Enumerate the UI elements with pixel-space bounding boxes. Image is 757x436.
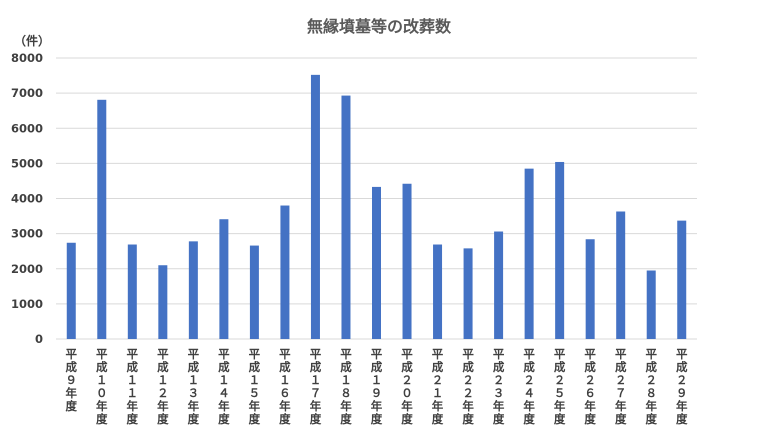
y-tick-label: 3000: [11, 227, 43, 241]
bar: [463, 248, 473, 339]
bar: [188, 241, 198, 339]
bar: [280, 205, 290, 339]
x-tick-label: 平成２１年度: [432, 347, 444, 426]
x-tick-label: 平成２０年度: [401, 347, 413, 426]
bar: [97, 99, 107, 339]
x-tick-label: 平成１０年度: [96, 347, 108, 426]
y-axis-ticks: 0 1000 2000 3000 4000 5000 6000 7000 8000: [11, 51, 43, 346]
y-tick-label: 0: [35, 332, 43, 346]
x-tick-label: 平成２６年度: [584, 347, 596, 426]
bar: [433, 244, 443, 339]
y-unit-label: （件）: [14, 33, 50, 48]
x-tick-label: 平成２３年度: [493, 347, 505, 426]
x-tick-label: 平成１９年度: [371, 347, 383, 426]
bar: [524, 168, 534, 339]
x-tick-label: 平成１７年度: [310, 347, 322, 426]
y-tick-label: 4000: [11, 192, 43, 206]
x-tick-label: 平成１８年度: [340, 347, 352, 426]
bar: [127, 244, 137, 339]
x-tick-label: 平成２８年度: [645, 347, 657, 426]
x-axis-ticks: 平成９年度 平成１０年度 平成１１年度 平成１２年度 平成１３年度 平成１４年度 平成１５年…: [66, 347, 688, 426]
y-tick-label: 2000: [11, 262, 43, 276]
y-tick-label: 5000: [11, 156, 43, 170]
x-tick-label: 平成２５年度: [554, 347, 566, 426]
bar: [372, 186, 381, 339]
chart-title: 無縁墳墓等の改葬数: [307, 17, 452, 36]
bar: [219, 219, 229, 339]
x-tick-label: 平成２９年度: [676, 347, 688, 426]
bar: [66, 242, 76, 339]
bar: [585, 239, 595, 339]
bar: [616, 211, 626, 339]
bar: [402, 183, 412, 339]
x-tick-label: 平成２４年度: [523, 347, 535, 426]
x-tick-label: 平成１１年度: [127, 347, 139, 426]
x-tick-label: 平成１２年度: [157, 347, 169, 426]
bar: [494, 231, 504, 339]
x-tick-label: 平成１６年度: [279, 347, 291, 426]
bar: [249, 245, 259, 339]
x-tick-label: 平成９年度: [66, 347, 78, 413]
bar: [677, 220, 687, 339]
bar: [341, 95, 351, 340]
x-tick-label: 平成２７年度: [615, 347, 627, 426]
x-tick-label: 平成２２年度: [462, 347, 474, 426]
x-tick-label: 平成１３年度: [188, 347, 200, 426]
y-tick-label: 8000: [11, 51, 43, 65]
bar: [646, 270, 656, 339]
x-tick-label: 平成１５年度: [249, 347, 261, 426]
bars: [66, 74, 687, 340]
bar: [555, 161, 565, 339]
y-tick-label: 6000: [11, 121, 43, 135]
bar: [310, 74, 320, 340]
bar: [158, 265, 168, 339]
y-tick-label: 7000: [11, 86, 43, 100]
x-tick-label: 平成１４年度: [218, 347, 230, 426]
y-tick-label: 1000: [11, 297, 43, 311]
